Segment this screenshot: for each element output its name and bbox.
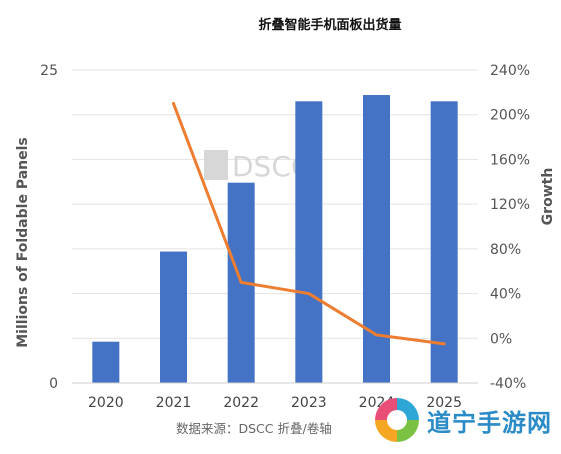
y2-tick-label: 0%	[490, 331, 512, 347]
dscc-watermark-icon	[204, 150, 228, 180]
x-tick-label: 2021	[156, 395, 192, 411]
bar	[295, 101, 323, 384]
x-tick-label: 2023	[291, 395, 327, 411]
chart-title: 折叠智能手机面板出货量	[258, 17, 401, 33]
growth-point	[375, 333, 378, 337]
dscc-watermark: DSCC	[204, 150, 310, 183]
swirl-logo-icon	[375, 398, 419, 442]
y2-tick-label: -40%	[490, 376, 526, 392]
growth-point	[172, 102, 175, 106]
bar	[160, 251, 187, 383]
growth-point	[239, 280, 243, 284]
site-watermark: 道宁手游网	[375, 398, 552, 442]
bar	[92, 341, 120, 383]
site-watermark-text: 道宁手游网	[427, 408, 552, 437]
y2-tick-label: 160%	[490, 152, 530, 168]
growth-point	[442, 342, 446, 346]
x-tick-label: 2025	[426, 395, 462, 411]
y-tick-label: 25	[40, 63, 58, 79]
y-tick-label: 0	[49, 376, 58, 392]
y2-tick-label: 40%	[490, 287, 521, 303]
y2-axis-title: Growth	[540, 168, 556, 226]
y2-tick-label: 200%	[490, 108, 530, 124]
y2-tick-label: 120%	[490, 197, 530, 213]
y2-tick-label: 240%	[490, 63, 530, 79]
bar	[430, 101, 458, 384]
y-axis-title: Millions of Foldable Panels	[15, 137, 31, 348]
bar	[363, 95, 390, 383]
source-note: 数据来源：DSCC 折叠/卷轴	[176, 421, 332, 436]
x-tick-label: 2020	[88, 395, 124, 411]
y2-tick-label: 80%	[490, 242, 521, 258]
x-tick-label: 2022	[223, 395, 259, 411]
growth-point	[307, 292, 311, 296]
